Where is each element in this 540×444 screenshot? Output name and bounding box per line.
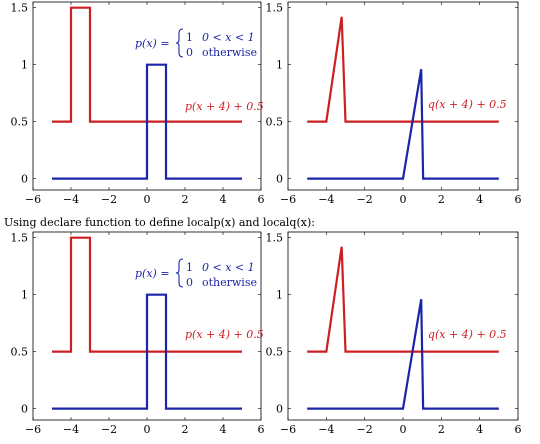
x-tick-label: −2 xyxy=(357,423,373,436)
x-tick-label: 4 xyxy=(476,193,483,206)
x-tick-label: −4 xyxy=(63,423,79,436)
x-tick-label: 0 xyxy=(144,423,151,436)
plot-frame xyxy=(287,231,519,421)
y-tick-label: 0 xyxy=(276,173,283,186)
y-tick-label: 0 xyxy=(21,403,28,416)
chart-panel-3: −6 −4 −2 0 2 4 600.511.5p(x + 4) + 0.5p(x) = 1 0… xyxy=(11,231,265,436)
case1-condition: 0 < x < 1 xyxy=(202,31,255,44)
x-tick-label: 2 xyxy=(182,193,189,206)
piecewise-brace xyxy=(175,258,184,288)
blue-series-line xyxy=(52,293,242,410)
x-tick-label: 4 xyxy=(220,193,227,206)
x-tick-label: 6 xyxy=(258,193,265,206)
charts-group: −6 −4 −2 0 2 4 600.511.5p(x + 4) + 0.5p(x) = 1 0… xyxy=(11,1,522,436)
piecewise-brace xyxy=(175,28,184,58)
y-tick-label: 1 xyxy=(276,59,283,72)
series-annotation: q(x + 4) + 0.5 xyxy=(428,328,507,341)
case2-condition: otherwise xyxy=(202,276,257,289)
blue-series-line xyxy=(307,299,499,410)
y-tick-label: 1.5 xyxy=(266,232,284,245)
x-tick-label: 6 xyxy=(258,423,265,436)
case2-value: 0 xyxy=(186,46,193,59)
chart-panel-1: −6 −4 −2 0 2 4 600.511.5p(x + 4) + 0.5p(x) = 1 0… xyxy=(11,1,265,206)
x-tick-label: −2 xyxy=(101,193,117,206)
red-series-line xyxy=(52,6,242,123)
case2-value: 0 xyxy=(186,276,193,289)
x-tick-label: 6 xyxy=(515,193,522,206)
red-series-line xyxy=(307,16,499,123)
series-annotation: p(x + 4) + 0.5 xyxy=(185,328,264,341)
y-tick-label: 1.5 xyxy=(266,2,284,15)
x-tick-label: −6 xyxy=(280,193,296,206)
case1-condition: 0 < x < 1 xyxy=(202,261,255,274)
y-tick-label: 0.5 xyxy=(11,116,29,129)
x-tick-label: −2 xyxy=(101,423,117,436)
y-tick-label: 1.5 xyxy=(11,232,29,245)
y-tick-label: 1 xyxy=(21,59,28,72)
piecewise-lhs: p(x) = xyxy=(135,267,170,280)
series-annotation: q(x + 4) + 0.5 xyxy=(428,98,507,111)
y-tick-label: 1 xyxy=(21,289,28,302)
blue-series-line xyxy=(307,69,499,180)
x-tick-label: 0 xyxy=(144,193,151,206)
x-tick-label: −6 xyxy=(25,423,41,436)
y-tick-label: 0.5 xyxy=(11,346,29,359)
y-tick-label: 0.5 xyxy=(266,116,284,129)
piecewise-lhs: p(x) = xyxy=(135,37,170,50)
plot-frame xyxy=(287,1,519,191)
x-tick-label: 2 xyxy=(438,423,445,436)
x-tick-label: −4 xyxy=(318,193,334,206)
y-tick-label: 1.5 xyxy=(11,2,29,15)
y-tick-label: 1 xyxy=(276,289,283,302)
red-series-line xyxy=(307,246,499,353)
x-tick-label: 2 xyxy=(182,423,189,436)
x-tick-label: −2 xyxy=(357,193,373,206)
case1-value: 1 xyxy=(186,31,193,44)
red-series-line xyxy=(52,236,242,353)
figure-caption: Using declare function to define localp(… xyxy=(4,216,315,229)
x-tick-label: 2 xyxy=(438,193,445,206)
x-tick-label: −6 xyxy=(280,423,296,436)
x-tick-label: −6 xyxy=(25,193,41,206)
x-tick-label: −4 xyxy=(63,193,79,206)
chart-panel-4: −6 −4 −2 0 2 4 6 0 0.5 1 1.5 q(x + 4) + 0.5 xyxy=(266,231,522,436)
chart-panel-2: −6 −4 −2 0 2 4 6 0 0.5 1 1.5 q(x + 4) + 0.5 xyxy=(266,1,522,206)
case2-condition: otherwise xyxy=(202,46,257,59)
y-tick-label: 0 xyxy=(276,403,283,416)
case1-value: 1 xyxy=(186,261,193,274)
blue-series-line xyxy=(52,63,242,180)
y-tick-label: 0 xyxy=(21,173,28,186)
series-annotation: p(x + 4) + 0.5 xyxy=(185,100,264,113)
x-tick-label: 0 xyxy=(400,193,407,206)
x-tick-label: −4 xyxy=(318,423,334,436)
x-tick-label: 4 xyxy=(220,423,227,436)
x-tick-label: 6 xyxy=(515,423,522,436)
x-tick-label: 4 xyxy=(476,423,483,436)
y-tick-label: 0.5 xyxy=(266,346,284,359)
x-tick-label: 0 xyxy=(400,423,407,436)
